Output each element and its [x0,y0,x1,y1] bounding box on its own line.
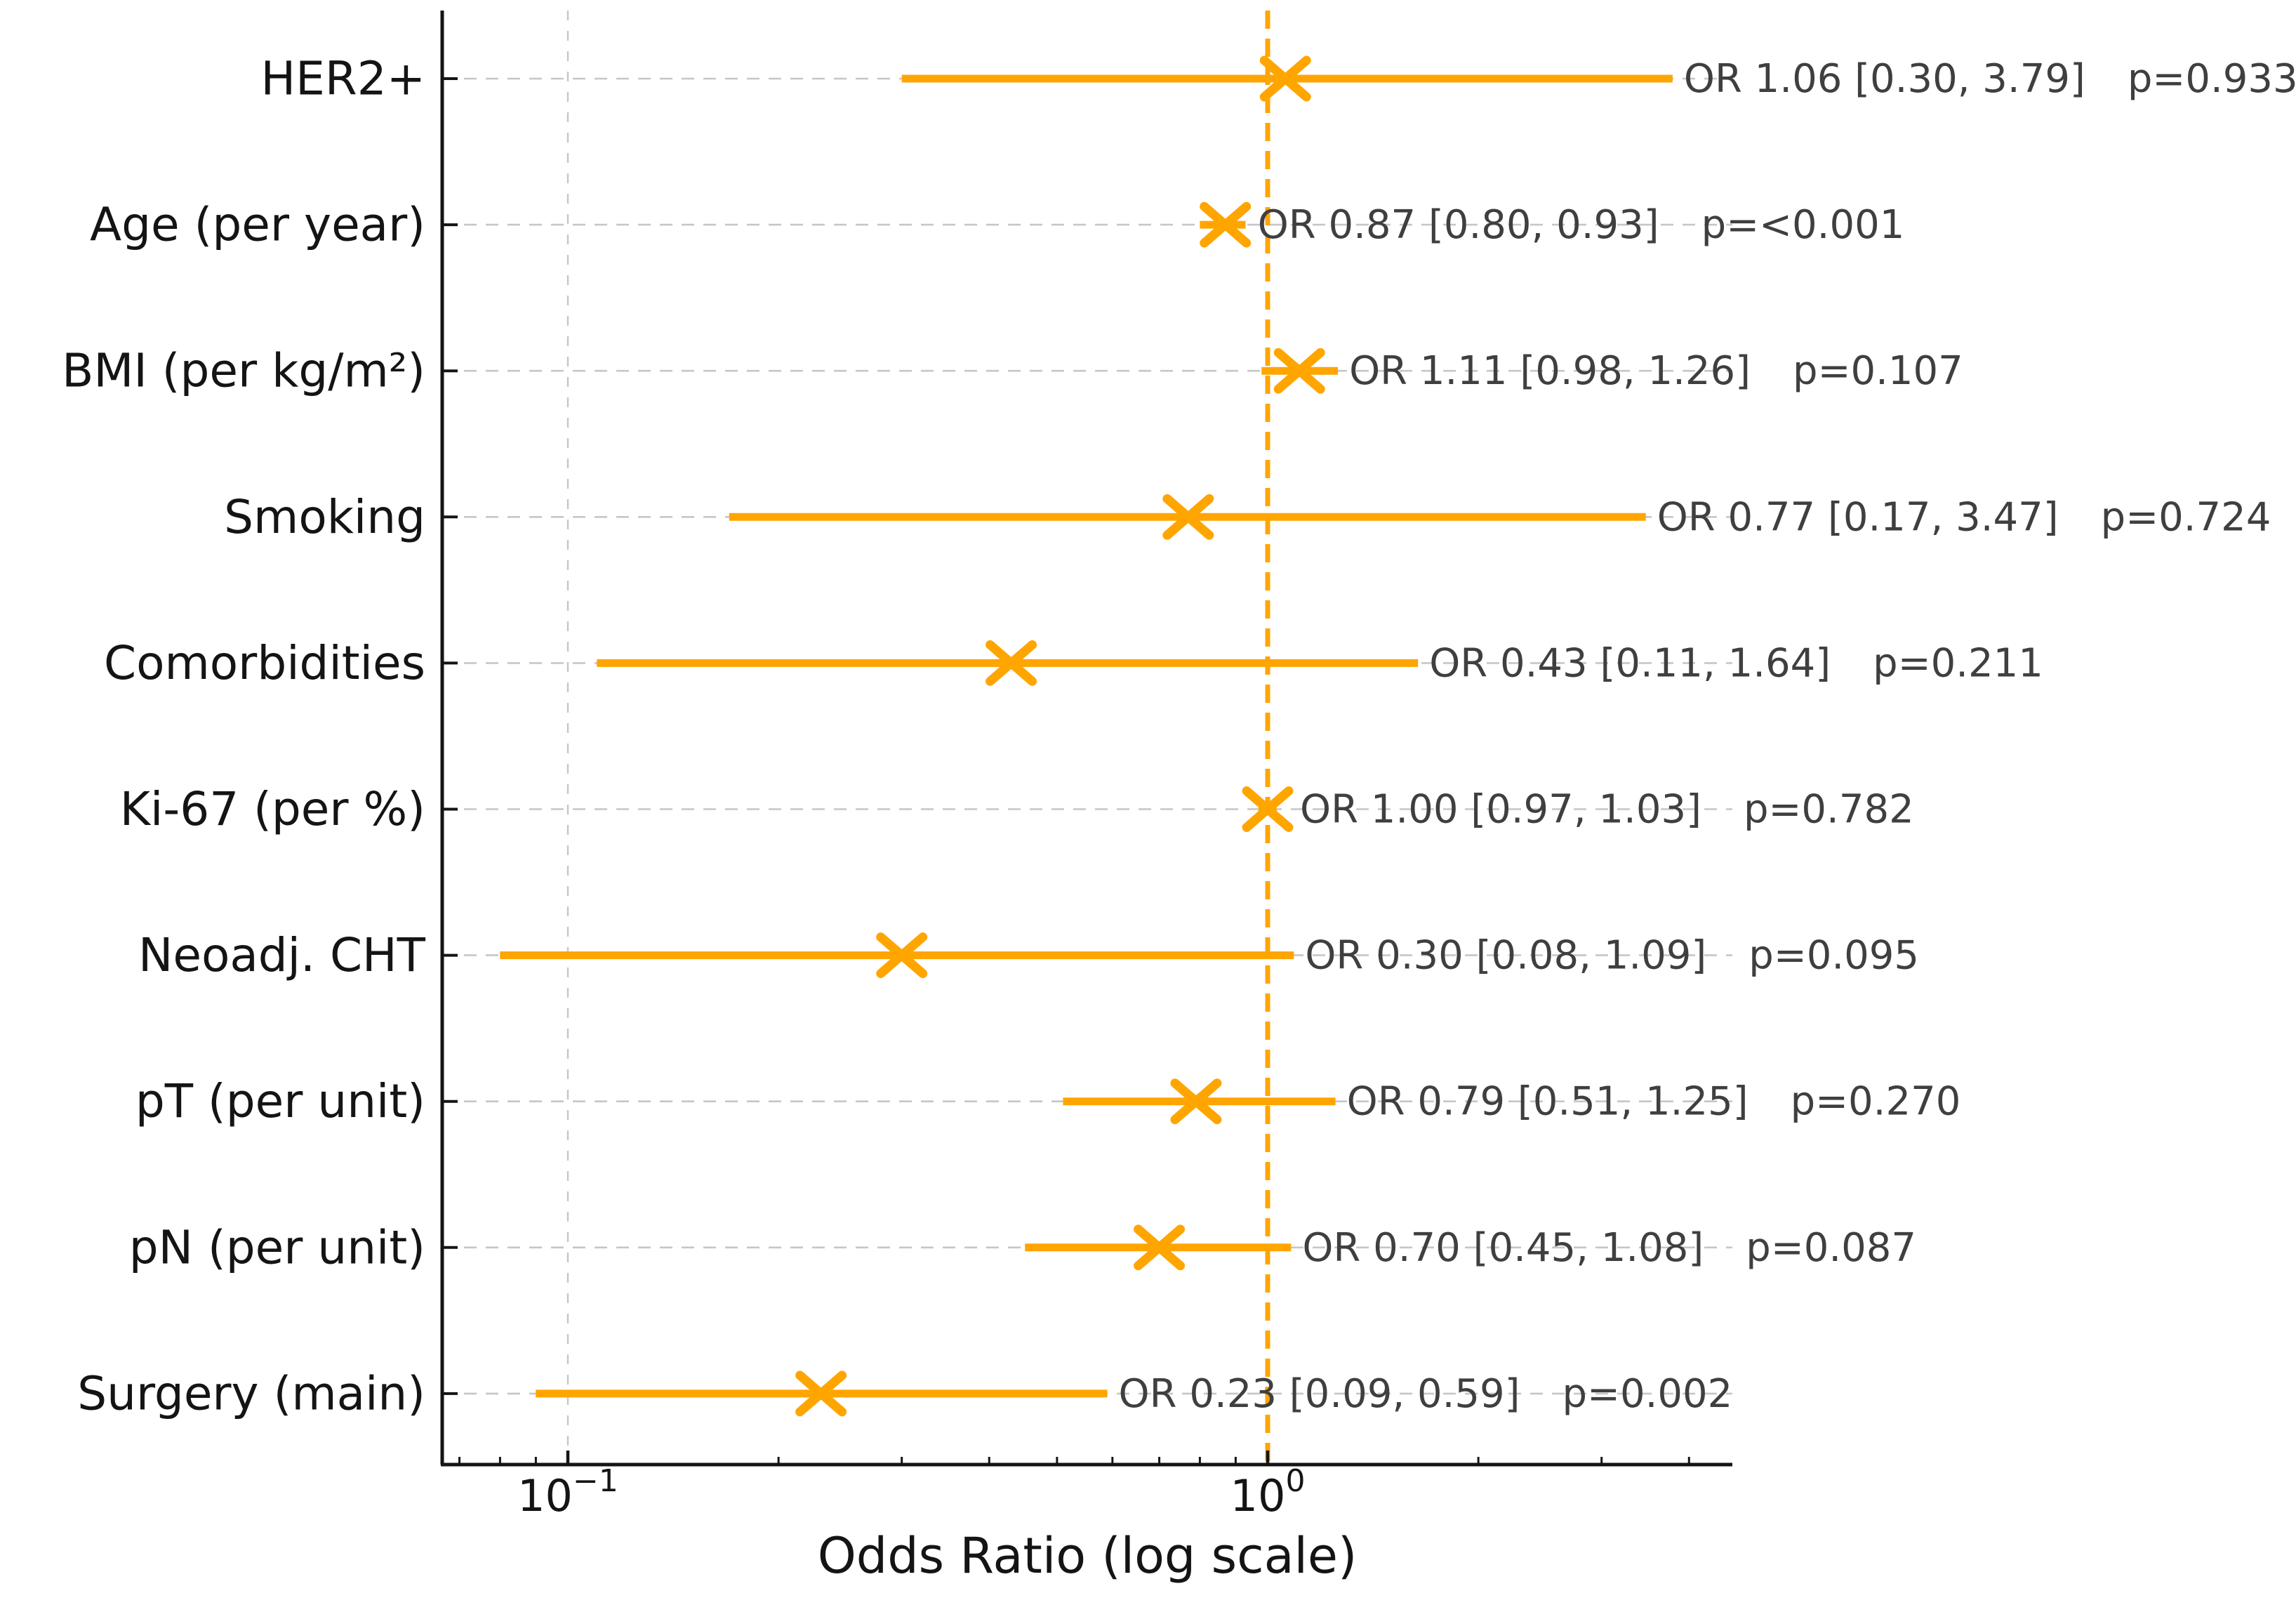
x-marker-stroke [795,1370,847,1417]
text-layer: HER2+ Age (per year) BMI (per kg/m²) Smokin… [62,52,2296,1522]
annotation-text: OR 0.23 [0.09, 0.59] p=0.002 [1119,1370,1733,1416]
x-marker-stroke [1259,55,1311,102]
annotation-text: OR 0.77 [0.17, 3.47] p=0.724 [1657,494,2271,540]
row-label: pN (per unit) [129,1220,425,1274]
x-marker-stroke [876,932,928,979]
row-label: HER2+ [261,52,425,106]
x-marker-stroke [986,640,1037,686]
series-layer [500,55,1673,1417]
row-label: Ki-67 (per %) [120,782,425,836]
x-marker-stroke [1242,786,1294,832]
or-marker [1162,494,1214,540]
x-marker-stroke [1170,1078,1222,1125]
row-label: Comorbidities [104,636,425,690]
annotation-text: OR 0.79 [0.51, 1.25] p=0.270 [1347,1078,1961,1124]
annotation-text: OR 1.11 [0.98, 1.26] p=0.107 [1349,348,1963,394]
annotation-text: OR 0.87 [0.80, 0.93] p=<0.001 [1258,202,1905,248]
or-marker [1200,202,1252,248]
x-marker-stroke [1134,1224,1186,1271]
annotation-text: OR 1.06 [0.30, 3.79] p=0.933 [1684,56,2296,102]
x-marker-stroke [1273,348,1325,394]
annotation-text: OR 0.30 [0.08, 1.09] p=0.095 [1305,932,1919,978]
x-marker-stroke [1162,494,1214,540]
axis-layer [440,11,1732,1467]
or-marker [1259,55,1311,102]
x-tick-label: 10−1 [517,1463,618,1521]
annotation-text: OR 0.43 [0.11, 1.64] p=0.211 [1429,640,2043,686]
or-marker [986,640,1037,686]
row-label: BMI (per kg/m²) [62,344,425,398]
or-marker [876,932,928,979]
x-axis-title: Odds Ratio (log scale) [818,1527,1358,1585]
row-label: Age (per year) [90,198,425,252]
or-marker [1134,1224,1186,1271]
x-tick-label: 100 [1230,1463,1306,1521]
annotation-text: OR 1.00 [0.97, 1.03] p=0.782 [1300,786,1914,832]
or-marker [795,1370,847,1417]
x-marker-stroke [1200,202,1252,248]
row-label: Smoking [224,490,425,544]
or-marker [1273,348,1325,394]
or-marker [1170,1078,1222,1125]
row-label: Surgery (main) [77,1366,425,1420]
or-marker [1242,786,1294,832]
row-label: Neoadj. CHT [138,928,426,982]
annotation-text: OR 0.70 [0.45, 1.08] p=0.087 [1302,1224,1916,1270]
row-label: pT (per unit) [135,1074,425,1128]
